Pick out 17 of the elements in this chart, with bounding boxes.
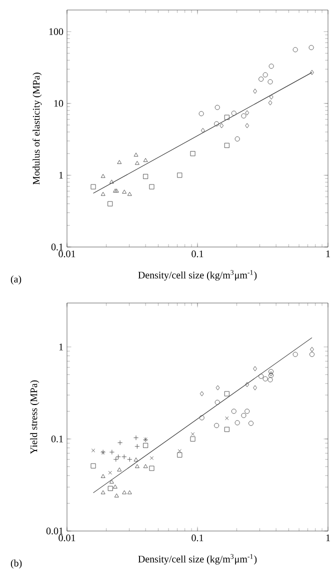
y-tick-label: 100 (49, 28, 64, 35)
y-tick-label: 0.01 (46, 528, 63, 534)
x-tick-label: 1 (326, 534, 330, 542)
x-axis-title: Density/cell size (kg/m$^{3}$μm$^{-1}$) (138, 554, 257, 565)
y-axis-title: Modulus of elasticity (MPa) (32, 72, 42, 185)
x-tick-label: 0.1 (192, 534, 204, 542)
text: (a) (10, 275, 22, 285)
x-tick-label: 1 (326, 250, 330, 258)
y-tick-label: 0.1 (51, 436, 63, 442)
x-tick-label: 0.1 (192, 250, 204, 258)
y-axis-title: Yield stress (MPa) (30, 380, 40, 454)
y-tick-label: 1 (59, 172, 63, 178)
y-tick-label: 10 (54, 100, 64, 107)
y-tick-label: 1 (59, 344, 63, 350)
x-axis-title: Density/cell size (kg/m$^{3}$μm$^{-1}$) (138, 270, 257, 281)
y-tick-label: 0.1 (51, 244, 63, 250)
text: (b) (10, 559, 22, 569)
